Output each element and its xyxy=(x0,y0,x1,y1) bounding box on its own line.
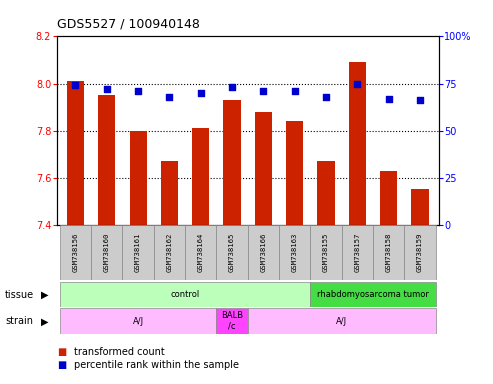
Bar xyxy=(216,225,248,280)
Bar xyxy=(60,281,311,307)
Point xyxy=(197,90,205,96)
Point xyxy=(134,88,142,94)
Text: control: control xyxy=(171,290,200,299)
Bar xyxy=(373,225,404,280)
Text: GSM738155: GSM738155 xyxy=(323,233,329,272)
Bar xyxy=(60,225,91,280)
Text: GSM738157: GSM738157 xyxy=(354,233,360,272)
Text: ■: ■ xyxy=(57,360,66,370)
Text: strain: strain xyxy=(5,316,33,326)
Bar xyxy=(60,308,216,334)
Text: GSM738166: GSM738166 xyxy=(260,233,266,272)
Text: ▶: ▶ xyxy=(41,316,48,326)
Text: rhabdomyosarcoma tumor: rhabdomyosarcoma tumor xyxy=(317,290,429,299)
Bar xyxy=(404,225,436,280)
Point xyxy=(71,82,79,88)
Text: A/J: A/J xyxy=(336,316,347,326)
Bar xyxy=(154,225,185,280)
Point xyxy=(166,94,174,100)
Bar xyxy=(311,281,436,307)
Bar xyxy=(185,225,216,280)
Bar xyxy=(223,100,241,225)
Text: GSM738160: GSM738160 xyxy=(104,233,110,272)
Bar xyxy=(248,225,279,280)
Bar xyxy=(342,225,373,280)
Text: ■: ■ xyxy=(57,347,66,357)
Bar xyxy=(130,131,147,225)
Text: tissue: tissue xyxy=(5,290,34,300)
Bar xyxy=(279,225,311,280)
Point xyxy=(228,84,236,90)
Text: GSM738165: GSM738165 xyxy=(229,233,235,272)
Point xyxy=(103,86,111,92)
Bar xyxy=(286,121,303,225)
Text: transformed count: transformed count xyxy=(74,347,165,357)
Bar xyxy=(122,225,154,280)
Bar xyxy=(98,95,115,225)
Bar xyxy=(255,112,272,225)
Bar xyxy=(411,189,428,225)
Text: GSM738161: GSM738161 xyxy=(135,233,141,272)
Bar xyxy=(67,81,84,225)
Bar xyxy=(349,62,366,225)
Text: GSM738164: GSM738164 xyxy=(198,233,204,272)
Bar xyxy=(192,128,210,225)
Point xyxy=(322,94,330,100)
Point xyxy=(416,98,424,104)
Point xyxy=(291,88,299,94)
Bar xyxy=(311,225,342,280)
Bar xyxy=(248,308,436,334)
Bar xyxy=(161,161,178,225)
Bar xyxy=(317,161,335,225)
Text: BALB
/c: BALB /c xyxy=(221,311,243,331)
Text: GSM738162: GSM738162 xyxy=(167,233,173,272)
Text: A/J: A/J xyxy=(133,316,143,326)
Bar xyxy=(91,225,122,280)
Point xyxy=(259,88,267,94)
Text: GDS5527 / 100940148: GDS5527 / 100940148 xyxy=(57,17,200,30)
Text: GSM738156: GSM738156 xyxy=(72,233,78,272)
Text: ▶: ▶ xyxy=(41,290,48,300)
Point xyxy=(385,96,392,102)
Text: percentile rank within the sample: percentile rank within the sample xyxy=(74,360,239,370)
Bar xyxy=(380,170,397,225)
Point xyxy=(353,81,361,87)
Text: GSM738163: GSM738163 xyxy=(292,233,298,272)
Text: GSM738158: GSM738158 xyxy=(386,233,391,272)
Bar xyxy=(216,308,248,334)
Text: GSM738159: GSM738159 xyxy=(417,233,423,272)
